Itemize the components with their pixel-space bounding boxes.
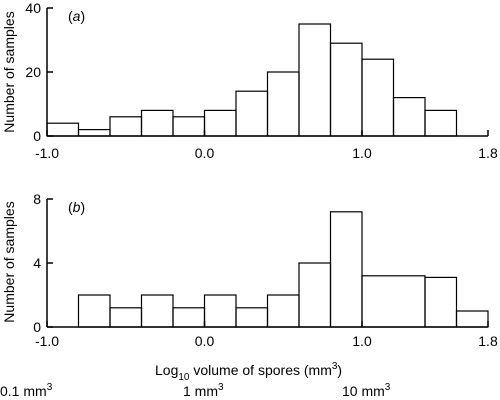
histogram-bar	[77, 294, 111, 328]
x-tick-label: 1.0	[352, 333, 372, 349]
histogram-bar	[235, 90, 269, 137]
x-axis-label-superscript: 3	[332, 361, 338, 372]
x-tick-label: 1.8	[478, 333, 498, 349]
histogram-bar	[455, 310, 489, 328]
histogram-bar	[266, 294, 300, 328]
histogram-bar	[266, 71, 300, 137]
y-tick-label: 0	[33, 319, 41, 335]
y-tick-label: 4	[33, 255, 41, 271]
histogram-bar	[298, 23, 332, 137]
histogram-bar	[203, 294, 237, 328]
x-tick-label: 0.0	[195, 145, 215, 161]
panel-label: (b)	[68, 199, 85, 215]
histogram-bar	[298, 262, 332, 328]
y-tick-label: 0	[33, 128, 41, 144]
histogram-bar	[361, 58, 395, 137]
volume-label-0-1: 0.1 mm3	[0, 382, 53, 399]
panel-a: 0 20 40 -1.0 0.0 1.0 1.8 Number of samples (a)	[1, 0, 498, 161]
histogram-bar	[109, 307, 143, 328]
x-axis-label: Log10 volume of spores (mm3)	[155, 361, 342, 383]
x-axis-label-subscript: 10	[178, 372, 190, 383]
histogram-bar	[172, 116, 206, 137]
x-tick-label: -1.0	[35, 333, 59, 349]
volume-label-1: 1 mm3	[183, 382, 224, 399]
histogram-bar	[424, 276, 458, 328]
histogram-bar	[235, 307, 269, 328]
x-axis-label-main: volume of spores (mm	[189, 362, 331, 378]
histogram-bar	[424, 109, 458, 137]
y-axis-label: Number of samples	[1, 11, 17, 132]
y-tick-label: 20	[25, 64, 41, 80]
y-tick-label: 8	[33, 191, 41, 207]
x-tick-label: -1.0	[35, 145, 59, 161]
panel-b: 0 4 8 -1.0 0.0 1.0 1.8 Number of samples (b)	[1, 191, 498, 349]
y-tick-label: 40	[25, 0, 41, 16]
histogram-bar	[329, 211, 363, 328]
x-tick-label: 1.8	[478, 145, 498, 161]
histogram-bar	[361, 275, 426, 328]
x-axis-label-close: )	[337, 362, 342, 378]
histogram-bar	[392, 96, 426, 137]
histogram-bar	[203, 109, 237, 137]
volume-label-10: 10 mm3	[342, 382, 391, 399]
x-tick-label: 1.0	[352, 145, 372, 161]
y-axis-label: Number of samples	[1, 201, 17, 322]
histogram-bar	[109, 116, 143, 137]
histogram-bar	[77, 129, 111, 137]
histogram-bar	[172, 307, 206, 328]
histogram-bar	[329, 42, 363, 137]
x-axis-label-log: Log	[155, 362, 178, 378]
histogram-bar	[46, 122, 80, 137]
panel-label: (a)	[68, 8, 85, 24]
histogram-bar	[140, 294, 174, 328]
x-tick-label: 0.0	[195, 333, 215, 349]
histogram-bar	[140, 109, 174, 137]
